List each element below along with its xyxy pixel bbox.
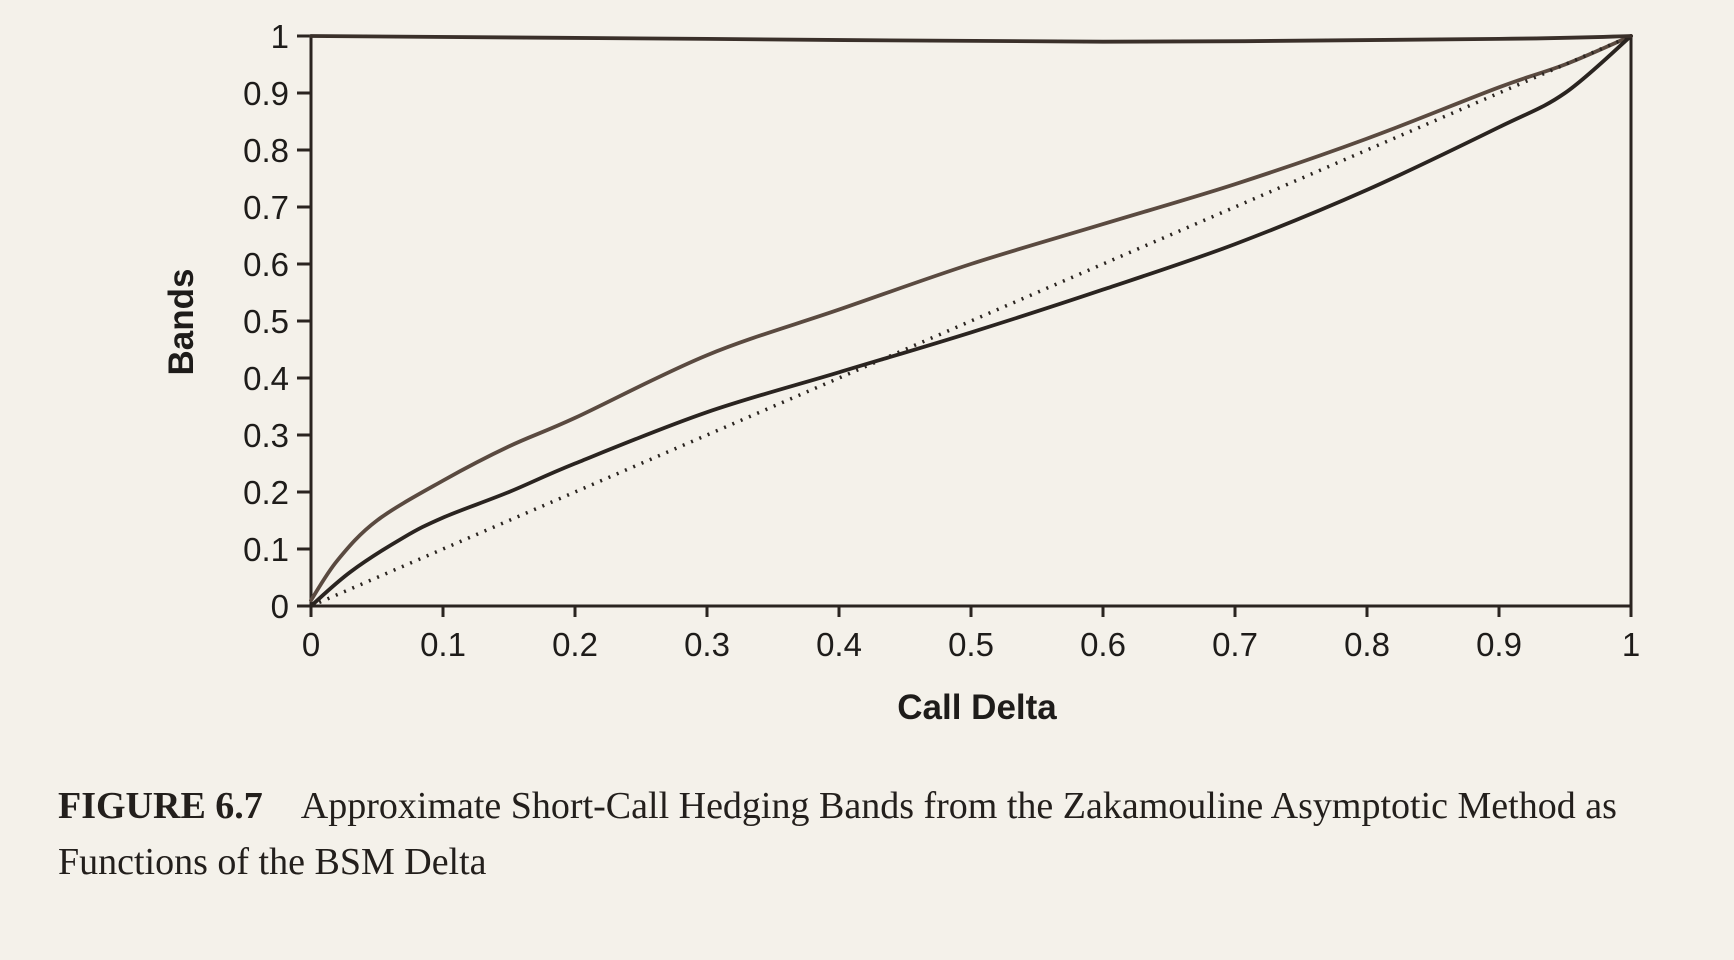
x-tick-label: 1 — [1622, 626, 1640, 663]
figure-caption: FIGURE 6.7 Approximate Short-Call Hedging… — [58, 778, 1618, 890]
x-tick-label: 0.2 — [552, 626, 598, 663]
x-tick-label: 0.7 — [1212, 626, 1258, 663]
series-line-4 — [309, 34, 1633, 44]
x-axis-title: Call Delta — [897, 688, 1057, 727]
series-line-3 — [310, 34, 1632, 608]
y-tick-label: 0.6 — [243, 246, 289, 283]
figure-caption-label: FIGURE 6.7 — [58, 785, 263, 827]
y-tick-label: 1 — [271, 18, 289, 55]
series-line-2 — [309, 34, 1633, 608]
x-tick-label: 0.8 — [1344, 626, 1390, 663]
y-tick-label: 0.8 — [243, 132, 289, 169]
y-tick-label: 0 — [271, 588, 289, 625]
figure-caption-text: Approximate Short-Call Hedging Bands fro… — [58, 785, 1617, 883]
y-tick-label: 0.2 — [243, 474, 289, 511]
y-axis: 0 0.1 0.2 0.3 0.4 0.5 0.6 0.7 0.8 0.9 1 — [243, 18, 1633, 625]
series-layer — [309, 34, 1633, 608]
y-tick-label: 0.4 — [243, 360, 289, 397]
y-tick-label: 0.3 — [243, 417, 289, 454]
y-tick-label: 0.5 — [243, 303, 289, 340]
y-tick-label: 0.1 — [243, 531, 289, 568]
x-tick-label: 0 — [302, 626, 320, 663]
x-tick-label: 0.9 — [1476, 626, 1522, 663]
x-tick-label: 0.3 — [684, 626, 730, 663]
x-tick-label: 0.4 — [816, 626, 862, 663]
x-tick-label: 0.1 — [420, 626, 466, 663]
x-axis: 0 0.1 0.2 0.3 0.4 0.5 0.6 0.7 0.8 0.9 1 — [302, 604, 1640, 663]
y-tick-label: 0.9 — [243, 75, 289, 112]
x-tick-label: 0.6 — [1080, 626, 1126, 663]
x-tick-label: 0.5 — [948, 626, 994, 663]
series-line-1 — [309, 34, 1633, 603]
y-tick-label: 0.7 — [243, 189, 289, 226]
y-axis-title: Bands — [162, 269, 201, 376]
